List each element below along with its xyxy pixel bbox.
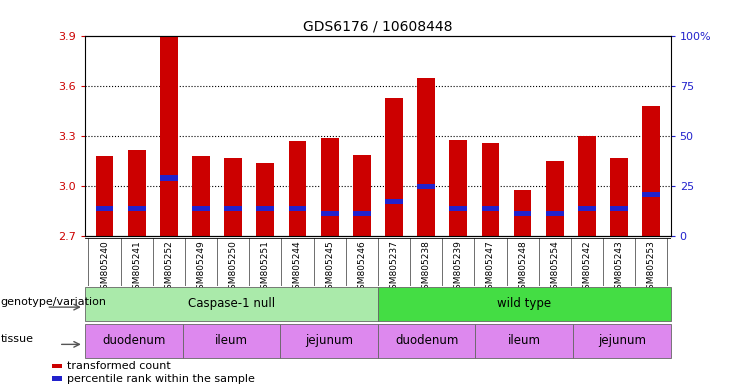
Bar xyxy=(378,324,476,358)
Text: GSM805242: GSM805242 xyxy=(582,240,591,295)
Bar xyxy=(192,206,210,211)
Bar xyxy=(482,206,499,211)
Bar xyxy=(128,206,145,211)
Text: Caspase-1 null: Caspase-1 null xyxy=(188,297,275,310)
Bar xyxy=(183,324,280,358)
Text: GSM805240: GSM805240 xyxy=(100,240,109,295)
Title: GDS6176 / 10608448: GDS6176 / 10608448 xyxy=(303,20,453,34)
Bar xyxy=(160,36,178,236)
Bar xyxy=(256,163,274,236)
Text: jejunum: jejunum xyxy=(598,334,646,348)
Text: GSM805248: GSM805248 xyxy=(518,240,527,295)
Bar xyxy=(353,211,370,216)
Text: GSM805238: GSM805238 xyxy=(422,240,431,295)
Bar xyxy=(578,136,596,236)
Text: duodenum: duodenum xyxy=(102,334,166,348)
Text: GSM805237: GSM805237 xyxy=(390,240,399,295)
Bar xyxy=(289,141,306,236)
Bar xyxy=(417,78,435,236)
Text: percentile rank within the sample: percentile rank within the sample xyxy=(67,374,255,384)
Bar xyxy=(96,156,113,236)
Bar xyxy=(417,184,435,189)
Bar xyxy=(128,150,145,236)
Text: GSM805244: GSM805244 xyxy=(293,240,302,295)
Bar xyxy=(321,138,339,236)
Bar xyxy=(192,156,210,236)
Text: duodenum: duodenum xyxy=(395,334,459,348)
Bar xyxy=(321,211,339,216)
Bar xyxy=(225,158,242,236)
Text: GSM805250: GSM805250 xyxy=(229,240,238,295)
Bar xyxy=(482,143,499,236)
Bar xyxy=(546,161,564,236)
Bar xyxy=(514,211,531,216)
Text: GSM805252: GSM805252 xyxy=(165,240,173,295)
Bar xyxy=(52,376,62,381)
Text: GSM805251: GSM805251 xyxy=(261,240,270,295)
Bar xyxy=(514,190,531,236)
Bar xyxy=(476,324,573,358)
Bar xyxy=(642,106,660,236)
Bar xyxy=(450,206,467,211)
Bar xyxy=(611,206,628,211)
Bar xyxy=(378,287,671,321)
Bar xyxy=(52,364,62,368)
Bar xyxy=(289,206,306,211)
Text: GSM805249: GSM805249 xyxy=(196,240,205,295)
Text: transformed count: transformed count xyxy=(67,361,171,371)
Bar xyxy=(96,206,113,211)
Text: GSM805254: GSM805254 xyxy=(551,240,559,295)
Bar xyxy=(280,324,378,358)
Text: GSM805253: GSM805253 xyxy=(647,240,656,295)
Text: GSM805247: GSM805247 xyxy=(486,240,495,295)
Text: ileum: ileum xyxy=(508,334,541,348)
Bar xyxy=(546,211,564,216)
Bar xyxy=(85,324,183,358)
Text: wild type: wild type xyxy=(497,297,551,310)
Text: GSM805239: GSM805239 xyxy=(453,240,463,295)
Bar xyxy=(385,199,403,204)
Bar xyxy=(256,206,274,211)
Bar xyxy=(85,287,378,321)
Bar xyxy=(385,98,403,236)
Bar xyxy=(450,140,467,236)
Bar xyxy=(225,206,242,211)
Bar xyxy=(160,175,178,180)
Text: genotype/variation: genotype/variation xyxy=(1,297,107,307)
Text: tissue: tissue xyxy=(1,334,34,344)
Text: GSM805241: GSM805241 xyxy=(132,240,142,295)
Text: GSM805246: GSM805246 xyxy=(357,240,366,295)
Text: GSM805243: GSM805243 xyxy=(614,240,624,295)
Text: ileum: ileum xyxy=(215,334,248,348)
Text: jejunum: jejunum xyxy=(305,334,353,348)
Bar xyxy=(353,155,370,236)
Bar xyxy=(578,206,596,211)
Bar xyxy=(611,158,628,236)
Bar xyxy=(573,324,671,358)
Bar xyxy=(642,192,660,197)
Text: GSM805245: GSM805245 xyxy=(325,240,334,295)
